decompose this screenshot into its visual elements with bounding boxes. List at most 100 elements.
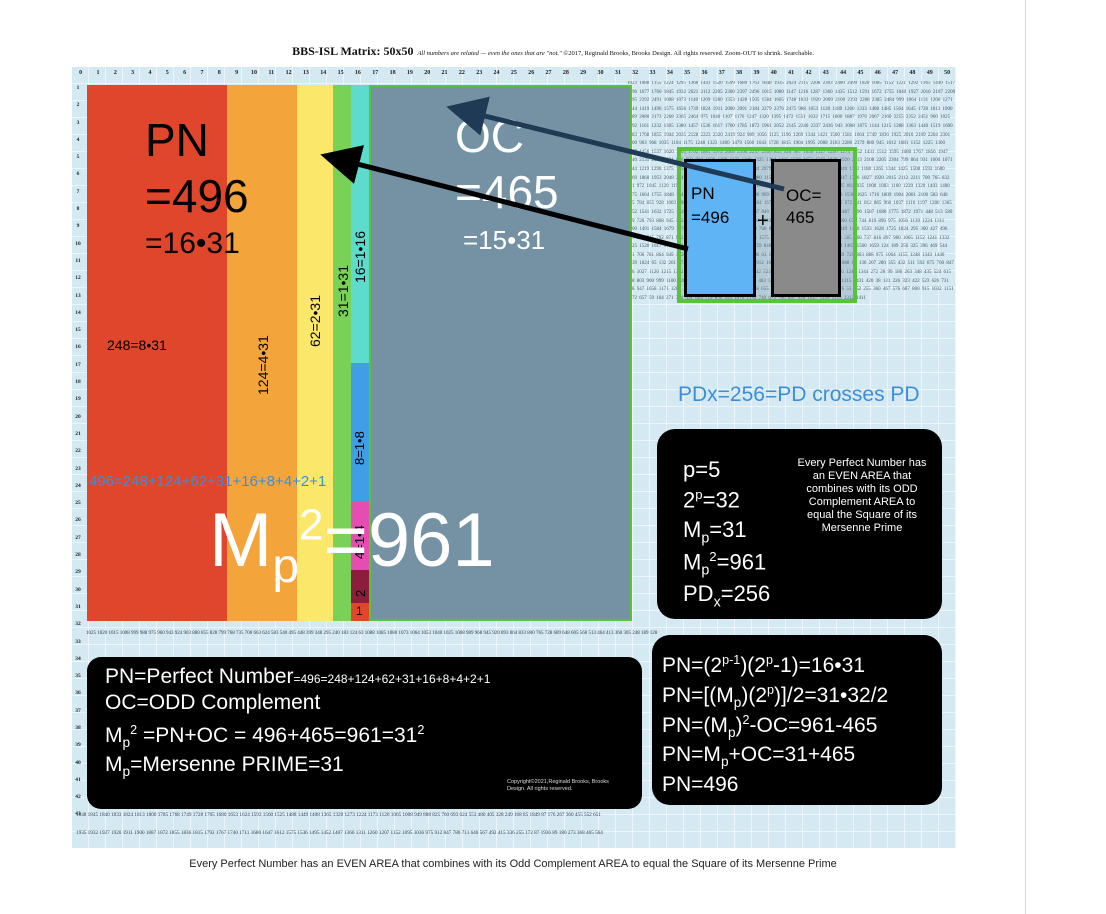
row-number: 6 <box>76 171 80 178</box>
f1c: -1)=16•31 <box>773 654 865 677</box>
row-number: 10 <box>75 240 81 247</box>
row-number: 33 <box>75 638 81 645</box>
column-number: 49 <box>926 70 933 76</box>
mini-pn-value: =496 <box>691 208 730 227</box>
band-248 <box>87 85 227 621</box>
column-number: 37 <box>718 70 725 76</box>
def-line-1: PN=Perfect Number=496=248+124+62+31+16+8… <box>105 665 490 689</box>
mini-oc-box: OC= 465 <box>771 159 841 297</box>
d1b: =496=248+124+62+31+16+8+4+2+1 <box>293 672 491 686</box>
column-number: 23 <box>476 70 483 76</box>
formula-line-2: PN=[(Mp)(2p)]/2=31•32/2 <box>662 683 888 710</box>
figure-caption: Every Perfect Number has an EVEN AREA th… <box>189 858 837 870</box>
mini-oc-label: OC= <box>786 186 822 205</box>
row-number: 38 <box>75 724 81 731</box>
formula-line-5: PN=496 <box>662 773 739 796</box>
mp-value: Mp=31 <box>683 517 747 546</box>
row-number: 5 <box>76 154 80 161</box>
pdx-note: PDx=256=PD crosses PD <box>678 383 920 406</box>
d4b: =Mersenne PRIME=31 <box>130 753 344 776</box>
pdx-value: PDx=256 <box>683 581 770 610</box>
band-124 <box>227 85 297 621</box>
row-number: 24 <box>75 482 81 489</box>
mp-squared-label: Mp2=961 <box>209 497 495 594</box>
column-number: 33 <box>649 70 656 76</box>
column-number: 9 <box>235 70 239 76</box>
row-number: 42 <box>75 794 81 801</box>
column-number: 43 <box>822 70 829 76</box>
arrow-oc <box>446 96 785 192</box>
row-number: 29 <box>75 569 81 576</box>
mp-val: =31 <box>709 517 747 542</box>
column-number: 7 <box>200 70 204 76</box>
column-number: 30 <box>597 70 604 76</box>
row-numbers: 1 2 3 4 5 6 7 8 9 10 11 12 13 14 15 16 17 18 19 20 21 22 23 24 2… <box>72 80 84 824</box>
p-value: p=5 <box>683 457 721 482</box>
row-number: 23 <box>75 465 81 472</box>
column-number: 19 <box>406 70 413 76</box>
f3e: 2 <box>742 713 750 727</box>
mp2-base: M <box>683 549 702 575</box>
title-note: All numbers are related — even the ones … <box>417 50 562 57</box>
row-number: 41 <box>75 776 81 783</box>
d4a: M <box>105 753 123 776</box>
row-number: 18 <box>75 379 81 386</box>
column-number: 13 <box>302 70 309 76</box>
column-number: 22 <box>458 70 465 76</box>
row-number: 22 <box>75 448 81 455</box>
band-2 <box>351 570 369 603</box>
row-number: 32 <box>75 621 81 628</box>
row-number: 40 <box>75 759 81 766</box>
mp2-exp: 2 <box>709 549 717 564</box>
column-number: 18 <box>389 70 396 76</box>
row-number: 2 <box>76 102 80 109</box>
column-number: 26 <box>528 70 535 76</box>
d3e: 2 <box>130 723 138 737</box>
band-31 <box>333 85 351 621</box>
two-p-value: 2p=32 <box>683 487 740 513</box>
d3a: M <box>105 724 123 747</box>
f4s: p <box>720 754 729 770</box>
column-number: 11 <box>268 70 275 76</box>
f3a: PN=(M <box>662 714 728 737</box>
d3s: p <box>122 735 131 751</box>
formula-line-3: PN=(Mp)2-OC=961-465 <box>662 713 877 740</box>
column-number: 28 <box>562 70 569 76</box>
column-number: 3 <box>131 70 135 76</box>
mp2-2: 2 <box>299 500 324 550</box>
column-number: 5 <box>165 70 169 76</box>
f3b: ) <box>735 714 743 737</box>
row-number: 3 <box>76 119 80 126</box>
row-number: 27 <box>75 534 81 541</box>
column-number: 8 <box>217 70 221 76</box>
column-number: 16 <box>354 70 361 76</box>
column-number: 50 <box>944 70 951 76</box>
sum-line: 496=248+124+62+31+16+8+4+2+1 <box>89 473 327 490</box>
column-number: 1 <box>96 70 100 76</box>
row-number: 9 <box>76 223 80 230</box>
column-number: 36 <box>701 70 708 76</box>
f2a: PN=[(M <box>662 684 734 707</box>
column-number: 12 <box>285 70 292 76</box>
column-number: 40 <box>770 70 777 76</box>
mp2-val: =961 <box>716 549 767 575</box>
column-number: 25 <box>510 70 517 76</box>
column-number: 14 <box>320 70 327 76</box>
row-number: 14 <box>75 309 81 316</box>
column-number: 31 <box>614 70 621 76</box>
column-number: 35 <box>684 70 691 76</box>
column-number: 29 <box>580 70 587 76</box>
d1a: PN=Perfect Number <box>105 665 294 688</box>
row-number: 34 <box>75 655 81 662</box>
page-title: BBS-ISL Matrix: 50x50 All numbers are re… <box>0 42 1106 60</box>
mini-plus: + <box>757 210 769 232</box>
arrows-overlay <box>320 96 785 252</box>
panel-copyright: Copyright©2021,Reginald Brooks, Brooks D… <box>507 779 609 792</box>
row-number: 30 <box>75 586 81 593</box>
bbs-isl-matrix: 0 1 2 3 4 5 6 7 8 9 10 11 12 13 14 15 16 17 18 19 20 21 22 23 24… <box>72 67 956 848</box>
column-number: 42 <box>805 70 812 76</box>
row-number: 26 <box>75 517 81 524</box>
band-248-label: 248=8•31 <box>107 337 167 353</box>
pn-label: PN <box>145 114 209 166</box>
mp-sub: p <box>701 530 710 547</box>
